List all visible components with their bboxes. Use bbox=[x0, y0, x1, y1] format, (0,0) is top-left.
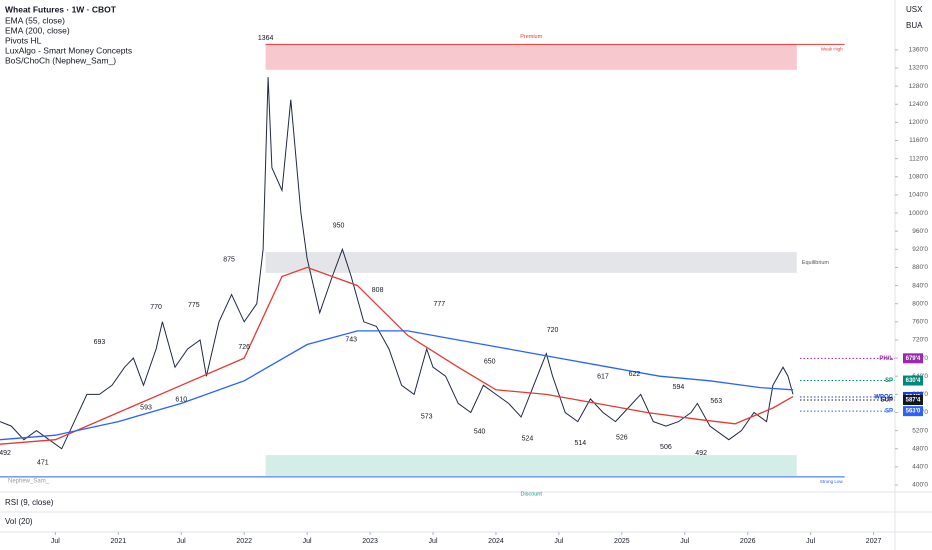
pivot-label: 524 bbox=[522, 436, 534, 443]
y-tick-label: 1360'0 bbox=[909, 47, 929, 54]
x-tick-label: Jul bbox=[554, 538, 563, 545]
x-tick-label: 2026 bbox=[740, 538, 756, 545]
pivot-label: 471 bbox=[37, 460, 49, 467]
price-badge-label: 563'0 bbox=[906, 409, 921, 415]
currency: USX bbox=[906, 5, 923, 14]
indicator-label: EMA (200, close) bbox=[5, 25, 70, 35]
watermark: Nephew_Sam_ bbox=[8, 479, 50, 485]
x-tick-label: 2025 bbox=[614, 538, 630, 545]
series-line bbox=[0, 77, 794, 450]
pivot-label: 622 bbox=[629, 371, 641, 378]
series-line bbox=[0, 266, 794, 445]
pivot-label: 726 bbox=[238, 344, 250, 351]
x-tick-label: 2024 bbox=[488, 538, 504, 545]
pivot-label: 610 bbox=[175, 397, 187, 404]
indicator-label: BoS/ChoCh (Nephew_Sam_) bbox=[5, 55, 116, 65]
price-badge-label: 630'4 bbox=[906, 378, 921, 384]
zone bbox=[265, 455, 797, 476]
indicator-label: LuxAlgo - Smart Money Concepts bbox=[5, 45, 132, 55]
chart-title: Wheat Futures · 1W · CBOT bbox=[5, 4, 117, 14]
pivot-label: 506 bbox=[660, 444, 672, 451]
pivot-label: 492 bbox=[695, 450, 707, 457]
x-tick-label: Jul bbox=[680, 538, 689, 545]
pivot-label: 770 bbox=[150, 304, 162, 311]
price-badge bbox=[903, 375, 923, 386]
price-badge-label: 587'4 bbox=[906, 398, 921, 404]
y-tick-label: 1200'0 bbox=[909, 119, 929, 126]
pivot-label: 693 bbox=[94, 339, 106, 346]
pivot-label: 594 bbox=[673, 384, 685, 391]
pivot-label: 492 bbox=[0, 450, 11, 457]
y-tick-label: 960'0 bbox=[912, 228, 928, 235]
x-tick-label: Jul bbox=[429, 538, 438, 545]
zone bbox=[265, 252, 797, 273]
y-tick-label: 1080'0 bbox=[909, 173, 929, 180]
y-tick-label: 440'0 bbox=[912, 464, 928, 471]
pivot-label: 573 bbox=[421, 413, 433, 420]
price-badge-label: 679'4 bbox=[906, 356, 921, 362]
level-tag: PH/L bbox=[879, 356, 893, 362]
y-tick-label: 400'0 bbox=[912, 482, 928, 489]
y-tick-label: 1160'0 bbox=[909, 137, 928, 144]
x-tick-label: Jul bbox=[303, 538, 312, 545]
zone-label: Equilibrium bbox=[802, 260, 830, 266]
x-tick-label: 2023 bbox=[362, 538, 378, 545]
y-tick-label: 840'0 bbox=[912, 282, 928, 289]
y-tick-label: 920'0 bbox=[912, 246, 928, 253]
y-tick-label: 720'0 bbox=[912, 337, 928, 344]
y-tick-label: 760'0 bbox=[912, 319, 928, 326]
x-tick-label: Jul bbox=[806, 538, 815, 545]
pivot-label: 777 bbox=[433, 301, 445, 308]
x-tick-label: 2021 bbox=[111, 538, 127, 545]
y-tick-label: 1120'0 bbox=[909, 155, 928, 162]
x-tick-label: 2022 bbox=[236, 538, 252, 545]
indicator-list: EMA (55, close)EMA (200, close)Pivots HL… bbox=[5, 15, 132, 65]
y-tick-label: 1280'0 bbox=[909, 83, 929, 90]
y-tick-label: 1320'0 bbox=[909, 65, 929, 72]
y-tick-label: 800'0 bbox=[912, 300, 928, 307]
price-badge bbox=[903, 353, 923, 364]
level-tag: WPOC bbox=[874, 395, 893, 401]
pivot-label: 720 bbox=[547, 327, 559, 334]
y-tick-label: 1000'0 bbox=[909, 210, 929, 217]
level-tag: SP bbox=[885, 378, 893, 384]
pivot-label: 526 bbox=[616, 435, 628, 442]
indicator-label: EMA (55, close) bbox=[5, 15, 65, 25]
level-tag: SP bbox=[885, 409, 893, 415]
y-tick-label: 1040'0 bbox=[909, 192, 929, 199]
pivot-label: 743 bbox=[345, 336, 357, 343]
zone-label: Discount bbox=[521, 491, 543, 497]
y-tick-label: 520'0 bbox=[912, 427, 928, 434]
x-tick-label: 2027 bbox=[866, 538, 882, 545]
pane-title: RSI (9, close) bbox=[5, 498, 54, 507]
pivot-label: 808 bbox=[372, 287, 384, 294]
y-tick-label: 1240'0 bbox=[909, 101, 929, 108]
x-tick-label: Jul bbox=[177, 538, 186, 545]
y-tick-label: 480'0 bbox=[912, 445, 928, 452]
pivot-label: 593 bbox=[140, 404, 152, 411]
pivot-label: 775 bbox=[188, 302, 200, 309]
level-tag: SUP bbox=[881, 398, 893, 404]
pivot-label: 950 bbox=[333, 223, 345, 230]
pivot-label: 563 bbox=[710, 398, 722, 405]
pivot-label: 514 bbox=[574, 440, 586, 447]
price-badge bbox=[903, 395, 923, 406]
zone bbox=[265, 44, 797, 70]
indicator-label: Pivots HL bbox=[5, 35, 42, 45]
pivot-label: 617 bbox=[597, 373, 609, 380]
pane-title: Vol (20) bbox=[5, 517, 33, 526]
level-label: Strong Low bbox=[820, 479, 844, 484]
pivot-label: 540 bbox=[474, 428, 486, 435]
pivot-label: 1364 bbox=[258, 35, 274, 42]
x-tick-label: Jul bbox=[51, 538, 60, 545]
pivot-label: 875 bbox=[223, 257, 235, 264]
pivot-label: 650 bbox=[484, 359, 496, 366]
zone-label: Premium bbox=[520, 34, 542, 40]
unit: BUA bbox=[906, 21, 923, 30]
level-label: Weak High bbox=[821, 47, 843, 52]
price-badge bbox=[903, 406, 923, 417]
series-line bbox=[0, 330, 794, 441]
y-tick-label: 880'0 bbox=[912, 264, 928, 271]
